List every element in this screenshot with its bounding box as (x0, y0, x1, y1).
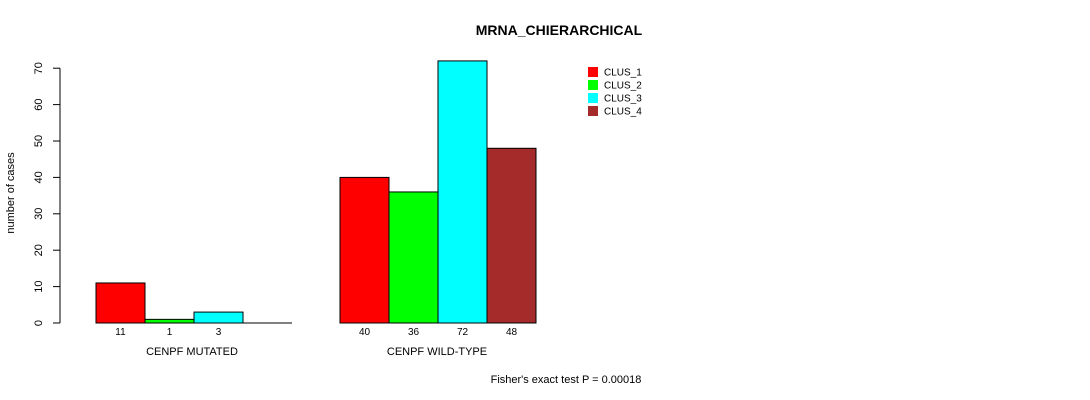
y-tick-label: 40 (33, 171, 45, 183)
count-label: 3 (216, 327, 222, 338)
bars (95, 60, 537, 324)
legend-swatch (588, 106, 598, 116)
bar-clus-3 (437, 60, 488, 324)
count-label: 11 (115, 327, 126, 338)
y-tick-label: 30 (33, 208, 45, 220)
legend-label: CLUS_4 (604, 107, 642, 118)
legend-swatch (588, 80, 598, 90)
chart-title: MRNA_CHIERARCHICAL (476, 22, 643, 38)
legend: CLUS_1 CLUS_2 CLUS_3 CLUS_4 (588, 67, 642, 118)
y-tick-label: 50 (33, 135, 45, 147)
bar-clus-1 (95, 282, 146, 324)
group-label: CENPF WILD-TYPE (387, 346, 487, 358)
bar-clus-2 (388, 191, 439, 324)
y-tick-label: 0 (33, 320, 45, 326)
legend-label: CLUS_2 (604, 81, 642, 92)
legend-swatch (588, 93, 598, 103)
y-axis: 0 10 20 30 40 50 60 70 (33, 62, 61, 326)
count-label: 48 (506, 327, 518, 338)
y-axis-label: number of cases (5, 152, 17, 234)
count-label: 1 (167, 327, 173, 338)
bar-clus-4 (486, 147, 537, 324)
legend-label: CLUS_1 (604, 68, 642, 79)
group-label: CENPF MUTATED (146, 346, 238, 358)
legend-swatch (588, 67, 598, 77)
y-tick-label: 70 (33, 62, 45, 74)
legend-label: CLUS_3 (604, 94, 642, 105)
fisher-test-annotation: Fisher's exact test P = 0.00018 (491, 374, 642, 386)
bar-clus-1 (339, 176, 390, 324)
count-label: 36 (408, 327, 420, 338)
bar-clus-2 (144, 318, 195, 324)
count-label: 72 (457, 327, 469, 338)
y-tick-label: 20 (33, 244, 45, 256)
bar-clus-3 (193, 311, 244, 324)
y-tick-label: 60 (33, 98, 45, 110)
count-label: 40 (359, 327, 371, 338)
y-tick-label: 10 (33, 280, 45, 292)
